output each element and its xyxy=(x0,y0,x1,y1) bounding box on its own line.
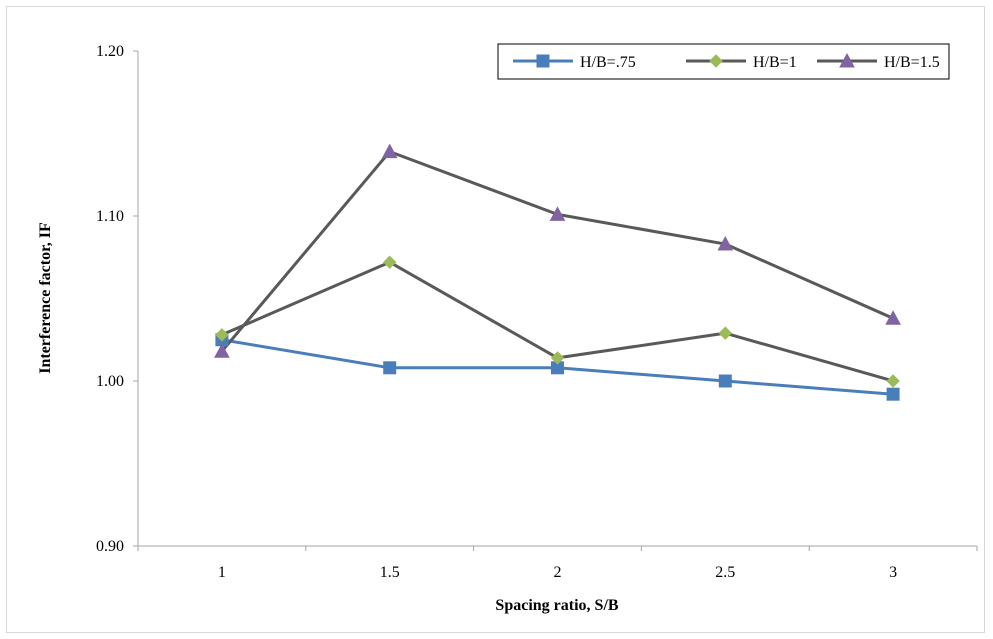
x-axis-title: Spacing ratio, S/B xyxy=(495,597,618,614)
x-tick-label: 3 xyxy=(889,564,897,581)
legend-entry: H/B=1 xyxy=(686,54,797,71)
data-point xyxy=(383,361,397,375)
data-point xyxy=(717,235,734,251)
data-point xyxy=(718,374,732,388)
data-point xyxy=(215,328,229,342)
legend-marker xyxy=(536,54,550,68)
y-tick-label: 0.90 xyxy=(96,538,124,555)
legend-entry: H/B=1.5 xyxy=(817,52,940,71)
legend-entry: H/B=.75 xyxy=(513,54,636,71)
data-point xyxy=(718,326,733,340)
y-tick-label: 1.10 xyxy=(96,208,124,225)
series-markers-0 xyxy=(215,333,900,401)
legend-label: H/B=.75 xyxy=(580,54,636,71)
axes: 0.90 1.00 1.10 1.20 1 1.5 2 2.5 3 xyxy=(96,43,978,581)
data-point xyxy=(885,310,901,325)
legend-marker xyxy=(709,54,723,68)
chart-frame xyxy=(6,6,985,633)
legend-label: H/B=1 xyxy=(753,54,797,71)
legend-marker xyxy=(839,52,855,68)
series-markers-1 xyxy=(215,255,900,388)
series-line xyxy=(220,150,894,353)
series-2 xyxy=(220,150,894,353)
series-markers-2 xyxy=(214,143,901,358)
x-tick-label: 1 xyxy=(218,564,226,581)
y-tick-label: 1.20 xyxy=(96,43,124,60)
x-tick-label: 2.5 xyxy=(715,564,735,581)
legend-label: H/B=1.5 xyxy=(884,54,940,71)
x-tick-label: 2 xyxy=(554,564,562,581)
data-point xyxy=(549,206,566,221)
data-point xyxy=(550,351,565,365)
legend: H/B=.75 H/B=1 H/B=1.5 xyxy=(497,43,950,80)
data-point xyxy=(886,374,900,388)
y-axis-title: Interference factor, IF xyxy=(37,222,54,374)
x-tick-label: 1.5 xyxy=(380,564,400,581)
data-point xyxy=(382,255,397,269)
data-point xyxy=(214,343,230,358)
y-tick-label: 1.00 xyxy=(96,373,124,390)
data-point xyxy=(886,387,900,401)
series-layer xyxy=(214,143,901,401)
data-point xyxy=(381,143,398,159)
